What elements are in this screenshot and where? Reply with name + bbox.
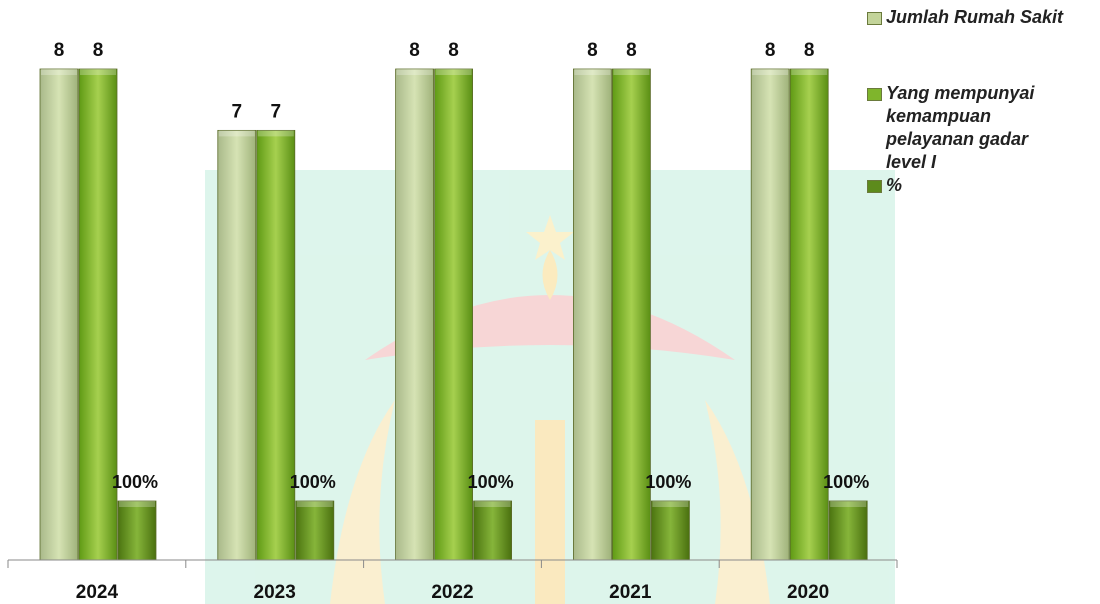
bar-gadar-2021 xyxy=(612,68,651,561)
bar-cap-gadar-2022 xyxy=(435,69,472,75)
legend-item-yang-mempunyai: Yang mempunyai kemampuan pelayanan gadar… xyxy=(864,82,1066,174)
bar-gadar-2022 xyxy=(434,68,474,561)
value-label-gadar-2024: 8 xyxy=(93,40,104,61)
bar-gadar-2023 xyxy=(256,129,296,561)
value-label-percent-2021: 100% xyxy=(645,472,691,492)
bar-gadar-2024 xyxy=(78,68,118,561)
bar-percent-2022 xyxy=(473,500,513,561)
bar-jumlah-2022 xyxy=(395,68,435,561)
x-axis: 2024 2023 2022 2021 2020 xyxy=(7,559,898,603)
bar-cap-percent-2024 xyxy=(119,501,155,507)
legend-label-jumlah-rumah-sakit: Jumlah Rumah Sakit xyxy=(886,7,1064,27)
bar-cap-jumlah-2020 xyxy=(752,69,789,75)
bar-gadar-2020 xyxy=(789,68,829,561)
watermark-star xyxy=(526,215,574,260)
legend: Jumlah Rumah Sakit Yang mempunyai kemamp… xyxy=(864,6,1096,197)
legend-item-jumlah-rumah-sakit: Jumlah Rumah Sakit xyxy=(864,6,1096,29)
value-label-gadar-2020: 8 xyxy=(804,40,815,61)
bar-cap-gadar-2023 xyxy=(257,130,294,137)
bar-jumlah-2021 xyxy=(573,68,612,561)
bar-cap-gadar-2020 xyxy=(791,69,828,75)
legend-swatch-percent xyxy=(867,180,882,193)
bar-cap-percent-2021 xyxy=(652,501,689,507)
value-label-gadar-2022: 8 xyxy=(448,40,459,61)
legend-swatch-yang-mempunyai xyxy=(867,88,882,101)
legend-label-percent: % xyxy=(886,175,903,195)
legend-swatch-jumlah-rumah-sakit xyxy=(867,12,882,25)
value-label-gadar-2021: 8 xyxy=(626,40,637,61)
bar-percent-2023 xyxy=(295,500,335,561)
legend-label-yang-mempunyai: Yang mempunyai kemampuan pelayanan gadar… xyxy=(886,83,1035,172)
x-tick-label-2022: 2022 xyxy=(431,582,473,603)
value-label-jumlah-2022: 8 xyxy=(409,40,420,61)
bar-cap-gadar-2024 xyxy=(80,69,116,75)
watermark-flame xyxy=(542,250,558,300)
value-label-gadar-2023: 7 xyxy=(271,101,282,122)
value-label-percent-2023: 100% xyxy=(290,472,336,492)
bar-cap-jumlah-2024 xyxy=(41,69,77,75)
bar-percent-2020 xyxy=(828,500,868,561)
value-label-jumlah-2024: 8 xyxy=(54,40,65,61)
bar-percent-2024 xyxy=(117,500,157,561)
value-label-percent-2024: 100% xyxy=(112,472,158,492)
value-labels-layer: 8 8 100% 7 7 100% 8 8 100% 8 8 100% 8 8 100% xyxy=(54,40,870,492)
bar-cap-jumlah-2022 xyxy=(396,69,433,75)
watermark-wing-left xyxy=(330,400,395,604)
watermark-pillar xyxy=(535,420,565,604)
value-label-jumlah-2021: 8 xyxy=(587,40,598,61)
x-tick-label-2021: 2021 xyxy=(609,582,652,603)
bar-jumlah-2020 xyxy=(750,68,790,561)
value-label-jumlah-2020: 8 xyxy=(765,40,776,61)
value-label-jumlah-2023: 7 xyxy=(232,101,243,122)
bars-layer xyxy=(39,68,868,561)
x-tick-label-2023: 2023 xyxy=(254,582,296,603)
value-label-percent-2022: 100% xyxy=(468,472,514,492)
bar-cap-percent-2022 xyxy=(474,501,511,507)
value-label-percent-2020: 100% xyxy=(823,472,869,492)
bar-cap-jumlah-2021 xyxy=(574,69,611,75)
bar-cap-percent-2023 xyxy=(296,501,333,507)
bar-cap-gadar-2021 xyxy=(613,69,650,75)
legend-item-percent: % xyxy=(864,174,1096,197)
bar-jumlah-2023 xyxy=(217,129,257,561)
bar-cap-jumlah-2023 xyxy=(218,130,255,137)
bar-cap-percent-2020 xyxy=(830,501,867,507)
bar-jumlah-2024 xyxy=(39,68,79,561)
bar-percent-2021 xyxy=(651,500,690,561)
x-tick-label-2024: 2024 xyxy=(76,582,119,603)
x-tick-label-2020: 2020 xyxy=(787,582,829,603)
